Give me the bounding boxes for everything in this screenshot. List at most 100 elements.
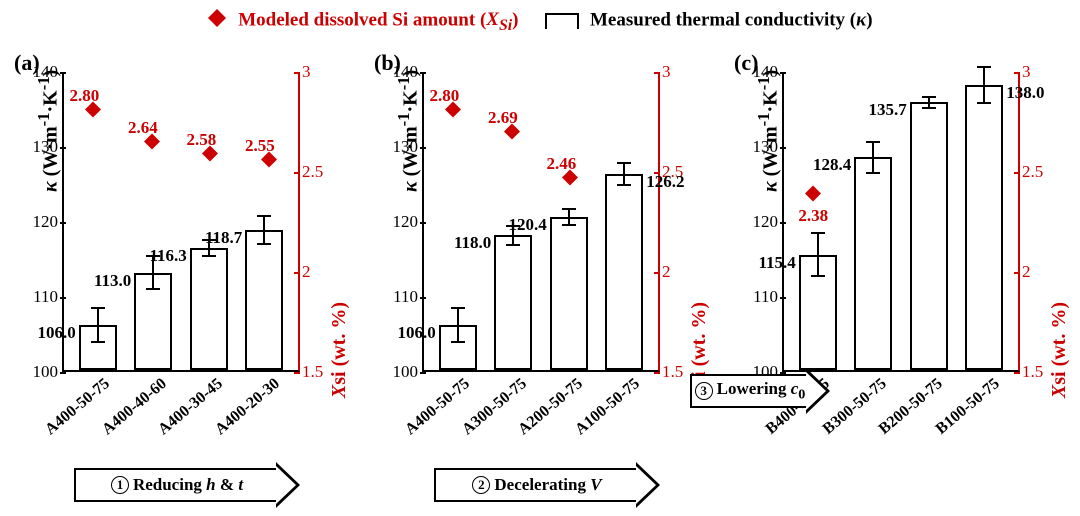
error-bar bbox=[928, 96, 930, 110]
arrow-body: 1 Reducing h & t bbox=[74, 468, 278, 502]
y-right-tick: 3 bbox=[302, 62, 332, 82]
bar-value: 116.3 bbox=[149, 246, 186, 266]
bar-value: 118.0 bbox=[454, 233, 491, 253]
y-left-tick: 130 bbox=[384, 137, 418, 157]
bar-value: 106.0 bbox=[38, 323, 76, 343]
bar-slot: 126.2 bbox=[597, 174, 653, 371]
bar-value: 126.2 bbox=[646, 172, 684, 192]
y-right-label: Xsi (wt. %) bbox=[1048, 302, 1071, 398]
y-right-tick: 1.5 bbox=[1022, 362, 1052, 382]
bar bbox=[965, 85, 1003, 370]
bar-slot: 135.7 bbox=[901, 102, 957, 370]
panel-b: (b)κ (W·m-1·K-1)Xsi (wt. %)1001101201301… bbox=[360, 44, 720, 516]
panel-c: (c)κ (W·m-1·K-1)Xsi (wt. %)1001101201301… bbox=[720, 44, 1080, 516]
panel-a: (a)κ (W·m-1·K-1)Xsi (wt. %)1001101201301… bbox=[0, 44, 360, 516]
bar-slot: 113.0 bbox=[126, 273, 182, 371]
y-right-tick: 2 bbox=[1022, 262, 1052, 282]
arrow-head-icon bbox=[276, 462, 300, 508]
y-right-tick: 1.5 bbox=[662, 362, 692, 382]
y-left-tick: 130 bbox=[744, 137, 778, 157]
bar-slot: 118.0 bbox=[486, 235, 542, 370]
y-left-tick: 140 bbox=[24, 62, 58, 82]
arrow-head-icon bbox=[806, 368, 830, 414]
bar bbox=[605, 174, 643, 371]
plot-area: κ (W·m-1·K-1)Xsi (wt. %)1001101201301401… bbox=[422, 72, 660, 372]
bar-slot: 106.0 bbox=[430, 325, 486, 370]
arrow-body: 2 Decelerating V bbox=[434, 468, 638, 502]
legend-bar-icon bbox=[545, 13, 579, 29]
y-left-tick: 130 bbox=[24, 137, 58, 157]
y-left-label: κ (W·m-1·K-1) bbox=[754, 70, 783, 192]
legend-si-text: Modeled dissolved Si amount (XSi) bbox=[238, 9, 523, 30]
x-ticks: A400-50-75A300-50-75A200-50-75A100-50-75 bbox=[422, 374, 660, 464]
y-right-tick: 2 bbox=[302, 262, 332, 282]
plot-area: κ (W·m-1·K-1)Xsi (wt. %)1001101201301401… bbox=[782, 72, 1020, 372]
bar-slot: 128.4 bbox=[846, 157, 902, 370]
x-ticks: A400-50-75A400-40-60A400-30-45A400-20-30 bbox=[62, 374, 300, 464]
bar-value: 113.0 bbox=[94, 271, 131, 291]
y-right-tick: 2.5 bbox=[302, 162, 332, 182]
y-left-tick: 100 bbox=[384, 362, 418, 382]
panels-container: (a)κ (W·m-1·K-1)Xsi (wt. %)1001101201301… bbox=[0, 44, 1080, 516]
error-bar bbox=[983, 66, 985, 104]
y-left-tick: 140 bbox=[384, 62, 418, 82]
arrow-head-icon bbox=[636, 462, 660, 508]
y-left-tick: 110 bbox=[744, 287, 778, 307]
y-left-tick: 120 bbox=[744, 212, 778, 232]
y-left-tick: 110 bbox=[384, 287, 418, 307]
bar-slot: 106.0 bbox=[70, 325, 126, 370]
arrow-caption: 1 Reducing h & t bbox=[74, 468, 300, 502]
bar bbox=[550, 217, 588, 370]
y-right-tick: 3 bbox=[662, 62, 692, 82]
y-right-tick: 1.5 bbox=[302, 362, 332, 382]
bar bbox=[910, 102, 948, 370]
y-left-tick: 100 bbox=[24, 362, 58, 382]
arrow-text: Reducing h & t bbox=[133, 475, 243, 495]
bars: 115.4128.4135.7138.0 bbox=[784, 72, 1018, 370]
arrow-caption: 2 Decelerating V bbox=[434, 468, 660, 502]
arrow-text: Decelerating V bbox=[494, 475, 601, 495]
legend-k-text: Measured thermal conductivity (κ) bbox=[590, 9, 873, 30]
y-right-tick: 3 bbox=[1022, 62, 1052, 82]
bar-value: 106.0 bbox=[398, 323, 436, 343]
legend: Modeled dissolved Si amount (XSi) Measur… bbox=[0, 8, 1080, 35]
bar-slot: 116.3 bbox=[181, 248, 237, 370]
y-left-label: κ (W·m-1·K-1) bbox=[34, 70, 63, 192]
bars: 106.0118.0120.4126.2 bbox=[424, 72, 658, 370]
bars: 106.0113.0116.3118.7 bbox=[64, 72, 298, 370]
bar-slot: 118.7 bbox=[237, 230, 293, 370]
y-left-tick: 140 bbox=[744, 62, 778, 82]
bar bbox=[854, 157, 892, 370]
legend-diamond-icon bbox=[207, 8, 227, 34]
plot-area: κ (W·m-1·K-1)Xsi (wt. %)1001101201301401… bbox=[62, 72, 300, 372]
bar-value: 115.4 bbox=[758, 253, 795, 273]
x-tick: A400-20-30 bbox=[238, 374, 295, 464]
y-right-tick: 2.5 bbox=[1022, 162, 1052, 182]
bar bbox=[190, 248, 228, 370]
bar-value: 118.7 bbox=[205, 228, 242, 248]
x-tick: A100-50-75 bbox=[598, 374, 655, 464]
arrow-text: Lowering c0 bbox=[717, 379, 806, 403]
bar-value: 138.0 bbox=[1006, 83, 1044, 103]
circled-number: 2 bbox=[472, 476, 490, 494]
bar-value: 120.4 bbox=[509, 215, 547, 235]
arrow-caption: 3 Lowering c0 bbox=[690, 374, 830, 408]
bar-slot: 120.4 bbox=[541, 217, 597, 370]
error-bar bbox=[457, 307, 459, 343]
circled-number: 3 bbox=[695, 382, 713, 400]
bar bbox=[245, 230, 283, 370]
arrow-body: 3 Lowering c0 bbox=[690, 374, 808, 408]
circled-number: 1 bbox=[111, 476, 129, 494]
y-left-tick: 120 bbox=[384, 212, 418, 232]
y-right-label: Xsi (wt. %) bbox=[328, 302, 351, 398]
bar bbox=[494, 235, 532, 370]
y-left-tick: 110 bbox=[24, 287, 58, 307]
error-bar bbox=[97, 307, 99, 343]
bar-value: 128.4 bbox=[813, 155, 851, 175]
error-bar bbox=[263, 215, 265, 245]
bar-slot: 115.4 bbox=[790, 255, 846, 371]
error-bar bbox=[872, 141, 874, 174]
error-bar bbox=[623, 162, 625, 186]
y-left-tick: 120 bbox=[24, 212, 58, 232]
x-tick: B100-50-75 bbox=[958, 374, 1015, 464]
